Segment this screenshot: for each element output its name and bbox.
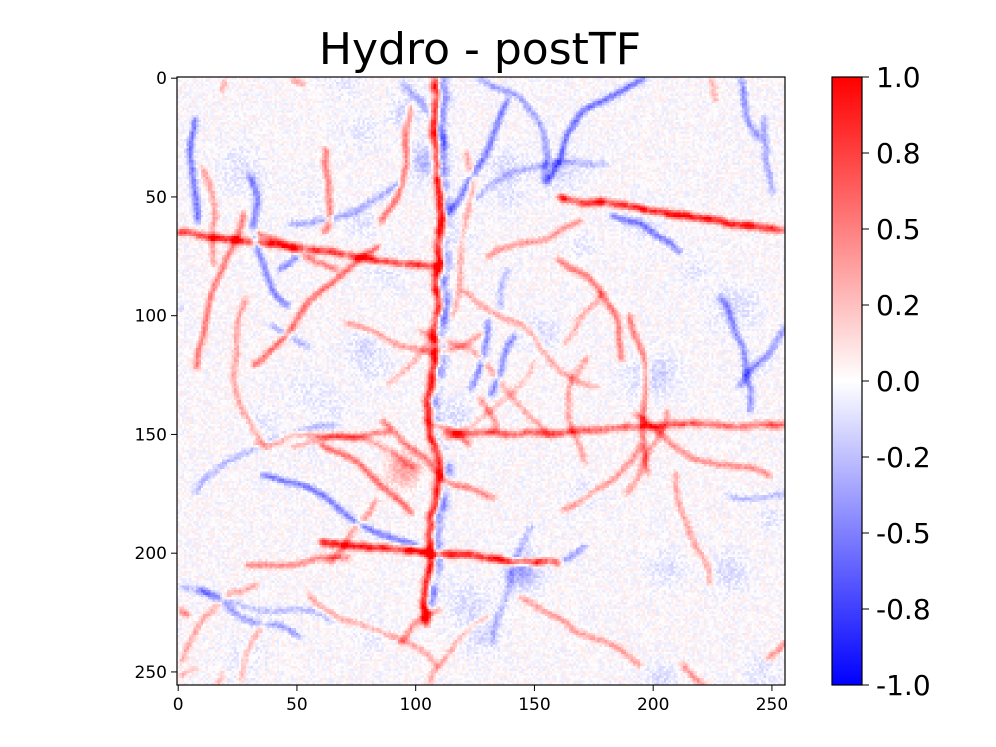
x-tick-label: 100	[399, 695, 431, 715]
x-tick-label: 50	[286, 695, 308, 715]
x-tick-label: 0	[173, 695, 184, 715]
x-axis: 0 50 100 150 200 250	[173, 685, 788, 715]
colorbar-ticks: 1.0 0.8 0.5 0.2 0.0 -0.2 -0.5 -0.8 -1.0	[862, 61, 931, 702]
colorbar-tick-label: 1.0	[876, 61, 921, 94]
colorbar-tick-label: 0.8	[876, 137, 921, 170]
y-tick-label: 0	[156, 69, 167, 89]
y-tick-label: 250	[135, 663, 167, 683]
plot-area: 0 50 100 150 200 250 0 50 100 150 200 250	[135, 69, 789, 715]
colorbar-gradient	[831, 76, 863, 686]
y-tick-label: 150	[135, 425, 167, 445]
x-tick-label: 150	[518, 695, 550, 715]
heatmap-container	[177, 77, 785, 685]
chart-title: Hydro - postTF	[319, 24, 641, 75]
colorbar-tick-label: 0.5	[876, 213, 921, 246]
colorbar-tick-label: 0.0	[876, 365, 921, 398]
y-tick-label: 200	[135, 544, 167, 564]
colorbar-tick-label: -0.8	[876, 593, 931, 626]
colorbar-tick-label: -0.5	[876, 517, 931, 550]
y-axis: 0 50 100 150 200 250	[135, 69, 177, 683]
y-tick-label: 100	[135, 307, 167, 327]
x-tick-label: 250	[756, 695, 788, 715]
x-tick-label: 200	[637, 695, 669, 715]
colorbar: 1.0 0.8 0.5 0.2 0.0 -0.2 -0.5 -0.8 -1.0	[831, 61, 931, 702]
heatmap-image	[177, 77, 785, 685]
plot-frame	[176, 76, 786, 686]
y-tick-label: 50	[145, 188, 167, 208]
colorbar-tick-label: -1.0	[876, 669, 931, 702]
colorbar-tick-label: 0.2	[876, 289, 921, 322]
colorbar-tick-label: -0.2	[876, 441, 931, 474]
